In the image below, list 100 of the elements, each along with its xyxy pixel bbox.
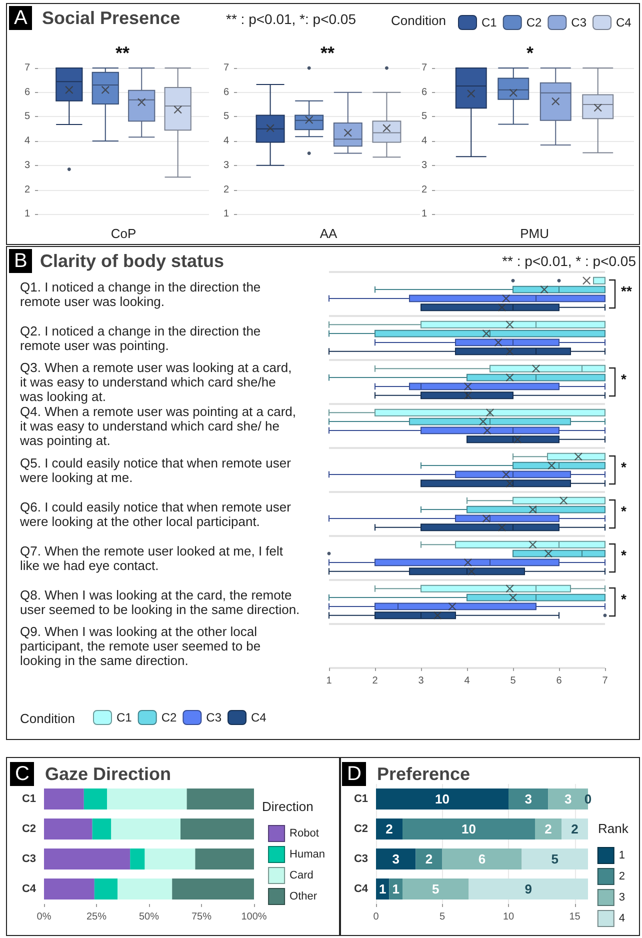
y-tick-label: 5: [421, 111, 428, 122]
y-tick-label: Q7. When the remote user looked at me, I felt like we had eye contact.: [20, 543, 287, 573]
y-tick-label: 6: [421, 86, 428, 98]
y-tick-label: C4: [22, 883, 37, 895]
y-tick-label: Q2. I noticed a change in the direction the remote user was pointing.: [20, 323, 264, 353]
x-tick-label: 0: [373, 912, 380, 922]
y-tick-label: Q6. I could easily notice that when remote user were looking at the other local participant.: [19, 499, 295, 529]
x-tick-label: 50%: [138, 912, 160, 922]
y-tick-label: C4: [354, 883, 369, 895]
data-label: 1: [392, 882, 400, 896]
x-tick-label: 2: [372, 676, 378, 686]
y-tick-label: 6: [24, 86, 30, 98]
y-tick-label: Q1. I noticed a change in the direction the remote user was looking.: [20, 279, 264, 309]
data-label: 9: [524, 882, 532, 896]
bar: [92, 818, 112, 840]
bar: [44, 788, 84, 810]
y-tick-label: 2: [421, 184, 428, 196]
data-label: 6: [478, 852, 486, 866]
data-label: 2: [544, 822, 552, 836]
x-tick-label: 100%: [241, 912, 267, 922]
bar: [172, 878, 254, 900]
x-tick-label: 0%: [36, 912, 52, 922]
text: *: [621, 459, 627, 475]
legend-label: Robot: [290, 828, 319, 840]
bar: [107, 788, 187, 810]
text: **: [116, 43, 130, 63]
text: **: [621, 283, 632, 299]
y-tick-label: 5: [223, 111, 230, 122]
y-tick-label: 7: [421, 62, 428, 74]
text: D: [342, 762, 366, 786]
bar: [508, 788, 548, 810]
bar: [376, 878, 390, 900]
y-tick-label: 2: [223, 184, 230, 196]
x-tick-label: 7: [602, 676, 608, 686]
y-tick-label: Q4. When a remote user was pointing at a card, it was easy to understand which card she/ he was pointing at.: [19, 404, 300, 448]
y-tick-label: C3: [22, 853, 36, 865]
y-tick-label: 1: [421, 208, 428, 220]
legend-label: C2: [526, 16, 542, 30]
data-label: 5: [551, 852, 558, 866]
chart-title: Social Presence: [42, 7, 180, 30]
legend-label: C1: [482, 16, 498, 30]
bar: [84, 788, 107, 810]
legend-label: 2: [618, 870, 626, 882]
y-tick-label: 7: [223, 62, 230, 74]
x-axis-title: CoP: [110, 226, 136, 241]
text: ** : p<0.01, *: p<0.05: [226, 10, 356, 29]
bar: [111, 818, 180, 840]
x-tick-label: 5: [439, 912, 446, 922]
data-label: 10: [462, 822, 476, 836]
y-tick-label: 7: [24, 62, 30, 74]
x-tick-label: 4: [464, 676, 470, 686]
chart-title: Preference: [377, 763, 470, 786]
legend-label: Other: [290, 890, 318, 902]
text: *: [621, 371, 627, 387]
y-tick-label: C3: [354, 853, 368, 865]
x-axis-title: PMU: [520, 226, 549, 241]
y-tick-label: Q5. I could easily notice that when remote user were looking at me.: [19, 455, 295, 485]
data-label: 10: [435, 792, 450, 806]
y-tick-label: 2: [24, 184, 30, 196]
data-label: 3: [392, 852, 400, 866]
y-tick-label: 1: [24, 208, 30, 220]
legend-label: Card: [290, 870, 314, 882]
text: *: [621, 547, 627, 563]
bar: [376, 788, 508, 810]
legend-title: Condition: [20, 711, 75, 726]
y-tick-label: 4: [223, 136, 230, 147]
legend-label: C1: [116, 710, 132, 724]
text: C: [10, 762, 34, 786]
x-tick-label: 10: [502, 912, 514, 922]
y-tick-label: 4: [421, 136, 428, 147]
y-tick-label: 1: [223, 208, 230, 220]
y-tick-label: 4: [24, 136, 30, 147]
bar: [562, 818, 588, 840]
bar: [402, 878, 469, 900]
bar: [522, 848, 588, 870]
legend-title: Direction: [262, 799, 314, 814]
y-tick-label: Q8. When I was looking at the card, the remote user seemed to be looking in the same direction.: [20, 587, 300, 617]
bar: [44, 818, 92, 840]
text: *: [621, 591, 627, 607]
bar: [186, 788, 254, 810]
y-tick-label: 3: [421, 160, 428, 171]
text: *: [621, 503, 627, 519]
bar: [468, 878, 588, 900]
bar: [44, 848, 130, 870]
data-label: 3: [524, 792, 532, 806]
bar: [442, 848, 522, 870]
y-tick-label: 3: [24, 160, 30, 171]
text: A: [9, 6, 32, 30]
data-label: 3: [564, 792, 572, 806]
text: **: [320, 43, 335, 63]
data-label: 2: [571, 822, 578, 836]
data-label: 5: [432, 882, 440, 896]
chart-title: Gaze Direction: [45, 763, 172, 786]
bar: [180, 818, 254, 840]
legend-title: Rank: [598, 821, 629, 836]
text: B: [9, 249, 32, 273]
legend-label: C3: [571, 16, 587, 30]
y-tick-label: C1: [22, 793, 36, 805]
bar: [44, 878, 94, 900]
x-tick-label: 5: [510, 676, 516, 686]
